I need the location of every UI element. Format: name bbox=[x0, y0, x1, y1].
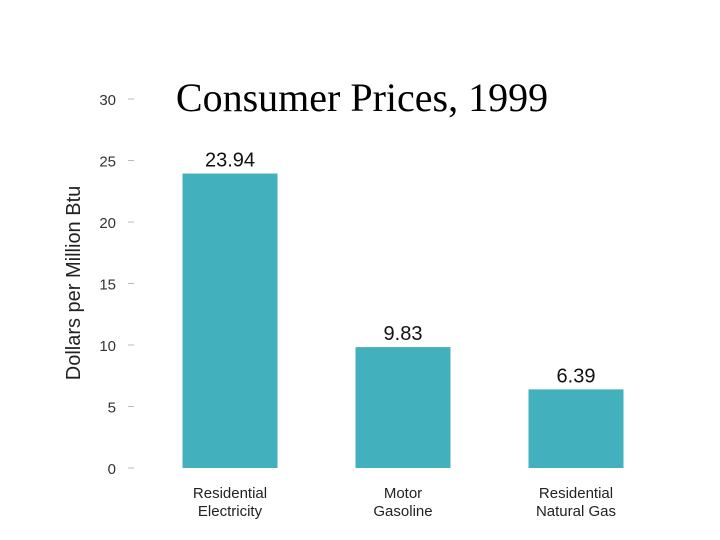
x-category-label: Residential Electricity bbox=[193, 485, 267, 520]
y-tick-label: 30 bbox=[99, 92, 116, 109]
y-tick-label: 0 bbox=[108, 461, 116, 478]
y-tick-label: 10 bbox=[99, 338, 116, 355]
x-category-label: Residential Natural Gas bbox=[536, 485, 616, 520]
bar-value-label: 6.39 bbox=[557, 365, 596, 387]
bar bbox=[528, 389, 624, 468]
y-tick-label: 25 bbox=[99, 154, 116, 171]
y-tick-label: 20 bbox=[99, 215, 116, 232]
bar bbox=[182, 173, 278, 468]
value-labels: 23.94 9.83 6.39 bbox=[205, 150, 596, 388]
y-axis-label: Dollars per Million Btu bbox=[63, 186, 85, 381]
x-category-label: Motor Gasoline bbox=[373, 485, 432, 520]
bar bbox=[355, 347, 451, 468]
y-tick-label: 15 bbox=[99, 277, 116, 294]
chart-title: Consumer Prices, 1999 bbox=[176, 75, 548, 120]
bar-value-label: 23.94 bbox=[205, 150, 255, 172]
y-axis: 0 5 10 15 20 25 30 bbox=[99, 92, 134, 478]
x-axis: Residential Electricity Motor Gasoline Resid… bbox=[193, 485, 616, 520]
bars bbox=[182, 173, 624, 468]
bar-value-label: 9.83 bbox=[384, 323, 423, 345]
y-tick-label: 5 bbox=[108, 400, 116, 417]
